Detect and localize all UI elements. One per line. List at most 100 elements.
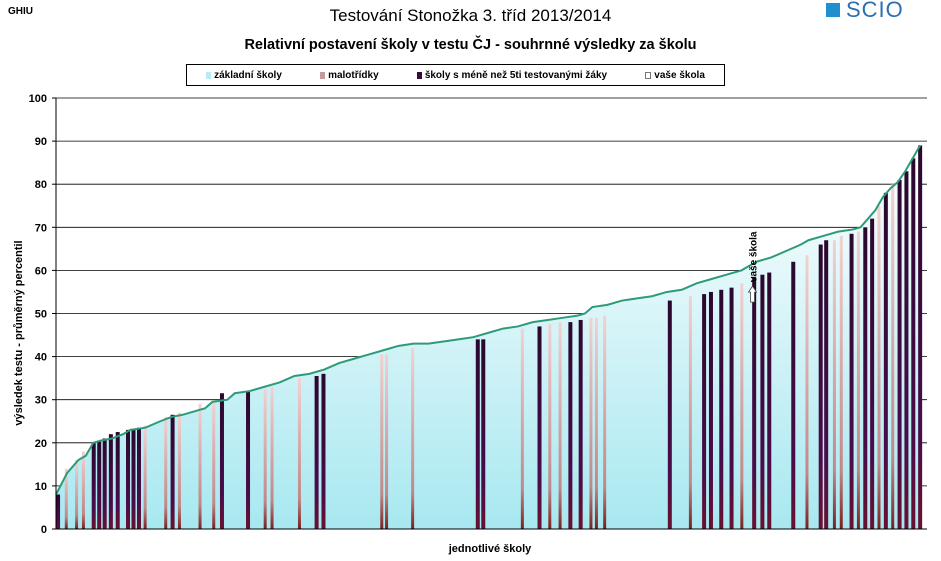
school-bar-small [740,283,744,529]
school-bar-few [883,192,888,529]
school-bar-few [702,294,707,529]
school-bar-small [263,388,267,529]
school-bar-small [589,317,593,529]
school-bar-few [904,171,909,529]
legend-label: základní školy [214,69,282,81]
y-tick-label: 80 [35,179,47,191]
school-bar-small [520,328,524,529]
school-bar-few [56,494,61,529]
logo-mark-icon [826,3,840,17]
school-bar-small [688,296,692,529]
y-tick-label: 40 [35,352,47,364]
legend-swatch-icon [645,71,652,79]
school-bar-small [805,255,809,529]
legend-item-small: malotřídky [320,70,379,81]
school-bar-few [752,276,757,529]
school-bar-few [126,429,131,529]
school-bar-few [760,274,765,529]
legend-swatch-icon [206,71,212,79]
school-bar-few [537,326,542,529]
school-bar-small [270,386,274,529]
results-curve [55,144,922,495]
school-bar-few [136,427,141,529]
school-bar-few [475,339,480,529]
school-bar-small [856,231,860,530]
school-bar-few [708,291,713,529]
y-tick-label: 10 [35,481,47,493]
school-bar-few [729,287,734,529]
school-bar-few [870,218,875,529]
logo-text: SCIO [846,0,904,22]
school-bar-few [863,227,868,530]
y-tick-label: 0 [41,524,47,536]
school-bar-small [297,378,301,529]
school-bar-small [603,315,607,529]
school-bar-small [380,354,384,529]
school-bar-small [198,404,202,529]
chart-subtitle: Relativní postavení školy v testu ČJ - s… [244,37,697,53]
legend-swatch-icon [416,71,422,79]
school-bar-small [164,416,168,529]
your-school-arrow-icon [747,285,758,303]
school-bar-few [102,438,107,529]
school-bar-small [891,184,895,529]
school-bar-few [897,179,902,529]
school-bar-few [918,145,923,529]
legend-label: malotřídky [328,69,379,81]
school-bar-few [115,432,120,529]
school-bar-small [411,347,415,529]
school-bar-small [548,324,552,529]
school-bar-small [212,401,216,529]
school-bar-few [911,158,916,529]
y-tick-label: 70 [35,222,47,234]
school-bar-small [177,412,181,529]
legend-swatch-icon [320,71,326,79]
y-tick-label: 60 [35,265,47,277]
school-bar-few [568,322,573,529]
y-tick-label: 50 [35,309,47,321]
school-bar-few [108,434,113,529]
school-bar-few [578,319,583,529]
legend-item-yours: vaše škola [645,70,705,81]
legend-item-few: školy s méně než 5ti testovanými žáky [416,69,608,81]
school-bar-few [314,375,319,529]
school-bar-small [143,425,147,529]
your-school-label: vaše škola [749,231,760,282]
school-bar-few [170,414,175,529]
school-bar-few [131,429,136,529]
school-bar-small [877,205,881,529]
school-bar-small [81,451,85,529]
x-axis-label: jednotlivé školy [448,543,532,555]
school-bar-small [839,235,843,530]
school-bar-few [824,240,829,530]
basic-schools-area [56,145,921,529]
school-bar-small [832,240,836,530]
school-bar-few [719,289,724,529]
school-bar-few [91,442,96,529]
school-bar-small [558,322,562,529]
y-tick-label: 100 [29,93,47,105]
chart-title: Testování Stonožka 3. tříd 2013/2014 [329,6,612,25]
y-axis-label: výsledek testu - průměrný percentil [13,240,25,426]
school-bar-small [594,317,598,529]
school-bar-few [818,244,823,530]
legend-label: školy s méně než 5ti testovanými žáky [424,69,608,81]
school-bar-few [321,373,326,529]
legend-item-basic: základní školy [206,70,282,81]
y-tick-label: 30 [35,395,47,407]
school-bar-few [791,261,796,529]
legend-label: vaše škola [654,69,705,81]
school-bar-few [849,233,854,529]
school-bar-few [219,393,224,529]
school-bar-small [64,468,68,529]
corner-code: GHIU [8,6,33,17]
y-tick-label: 90 [35,136,47,148]
school-bar-few [481,339,486,529]
y-tick-label: 20 [35,438,47,450]
school-bar-few [97,440,102,529]
school-bar-small [75,460,79,529]
scio-logo: SCIO [826,0,904,22]
chart-legend: základní školy malotřídky školy s méně n… [186,64,725,86]
school-bar-small [385,354,389,529]
